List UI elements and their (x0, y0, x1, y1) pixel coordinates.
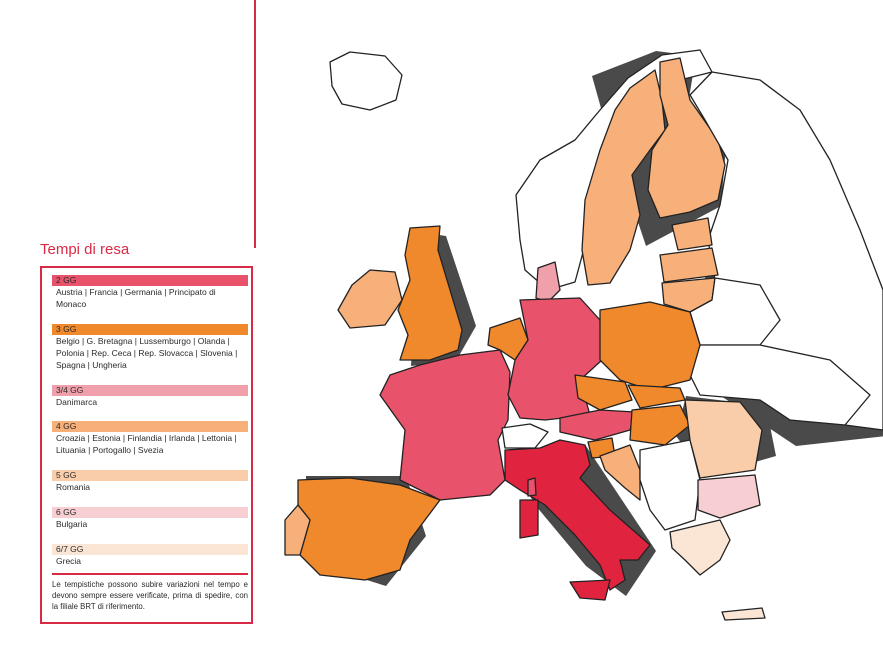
legend: 2 GG Austria | Francia | Germania | Prin… (40, 266, 253, 624)
country-poland (599, 301, 701, 391)
country-croatia (599, 444, 641, 501)
country-bulgaria (697, 474, 761, 519)
country-ukraine (689, 344, 871, 426)
legend-swatch: 6/7 GG (52, 544, 248, 555)
country-portugal (284, 504, 311, 556)
legend-title: Tempi di resa (40, 241, 130, 258)
legend-top-rule (254, 0, 256, 248)
country-crete (721, 607, 766, 621)
legend-entry-5gg: 5 GG Romania (52, 470, 248, 493)
legend-countries: Romania (56, 482, 91, 492)
country-switzerland (501, 423, 549, 449)
country-france (379, 349, 511, 501)
legend-countries: Bulgaria (56, 519, 88, 529)
legend-note: Le tempistiche possono subire variazioni… (52, 580, 248, 611)
country-latvia (659, 247, 719, 283)
legend-swatch: 5 GG (52, 470, 248, 481)
country-austria (559, 409, 636, 441)
country-greece (669, 519, 731, 576)
country-spain (297, 477, 441, 581)
country-united-kingdom (397, 225, 463, 361)
legend-entry-6gg: 6 GG Bulgaria (52, 507, 248, 530)
country-corsica (527, 477, 537, 497)
europe-map (284, 49, 883, 621)
country-czech-republic (574, 374, 633, 411)
country-balkans (639, 439, 701, 531)
legend-countries: Belgio | G. Bretagna | Lussemburgo | Ola… (56, 336, 238, 370)
legend-separator (52, 573, 248, 575)
legend-countries: Croazia | Estonia | Finlandia | Irlanda … (56, 433, 237, 455)
legend-swatch: 3/4 GG (52, 385, 248, 396)
legend-swatch: 2 GG (52, 275, 248, 286)
legend-countries: Danimarca (56, 397, 98, 407)
country-hungary (629, 404, 691, 446)
legend-countries: Austria | Francia | Germania | Principat… (56, 287, 216, 309)
legend-swatch: 6 GG (52, 507, 248, 518)
legend-entry-2gg: 2 GG Austria | Francia | Germania | Prin… (52, 275, 248, 310)
legend-entry-4gg: 4 GG Croazia | Estonia | Finlandia | Irl… (52, 421, 248, 456)
country-denmark (535, 261, 561, 303)
country-slovakia (627, 384, 686, 409)
country-iceland (329, 51, 403, 111)
legend-swatch: 4 GG (52, 421, 248, 432)
legend-entry-3gg: 3 GG Belgio | G. Bretagna | Lussemburgo … (52, 324, 248, 371)
legend-swatch: 3 GG (52, 324, 248, 335)
country-sweden (581, 69, 666, 286)
country-sicily (569, 579, 611, 601)
country-finland (647, 57, 726, 219)
country-italy (504, 439, 651, 591)
country-romania (684, 399, 763, 479)
legend-entry-34gg: 3/4 GG Danimarca (52, 385, 248, 408)
legend-entry-67gg: 6/7 GG Grecia (52, 544, 248, 567)
legend-countries: Grecia (56, 556, 82, 566)
country-ireland (337, 269, 403, 329)
country-sardinia (519, 499, 539, 539)
country-estonia (671, 217, 713, 251)
